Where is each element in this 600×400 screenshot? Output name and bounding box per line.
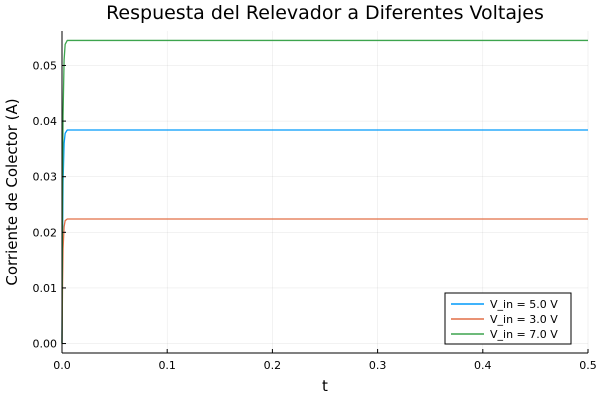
- legend-label-2: V_in = 3.0 V: [490, 313, 558, 326]
- x-tick-label: 0.1: [158, 359, 176, 372]
- x-axis-label: t: [322, 377, 328, 395]
- y-axis-label: Corriente de Colector (A): [3, 98, 21, 285]
- y-tick-label: 0.03: [33, 171, 58, 184]
- x-tick-label: 0.4: [474, 359, 492, 372]
- series-lines: [61, 39, 588, 344]
- x-tick-label: 0.0: [53, 359, 71, 372]
- y-tick-label: 0.05: [33, 59, 58, 72]
- y-ticks: 0.00 0.01 0.02 0.03 0.04 0.05: [33, 59, 66, 351]
- chart-title: Respuesta del Relevador a Diferentes Vol…: [106, 2, 544, 24]
- axes: [61, 31, 588, 354]
- y-tick-label: 0.04: [33, 115, 58, 128]
- x-tick-label: 0.2: [264, 359, 282, 372]
- legend: V_in = 5.0 V V_in = 3.0 V V_in = 7.0 V: [444, 292, 572, 345]
- legend-label-3: V_in = 7.0 V: [490, 328, 558, 341]
- legend-label-1: V_in = 5.0 V: [490, 298, 558, 311]
- x-tick-label: 0.5: [579, 359, 597, 372]
- y-tick-label: 0.00: [33, 338, 58, 351]
- x-tick-label: 0.3: [369, 359, 387, 372]
- series-line-3: [61, 39, 588, 344]
- y-tick-label: 0.02: [33, 226, 58, 239]
- x-ticks: 0.0 0.1 0.2 0.3 0.4 0.5: [53, 349, 597, 372]
- y-tick-label: 0.01: [33, 282, 58, 295]
